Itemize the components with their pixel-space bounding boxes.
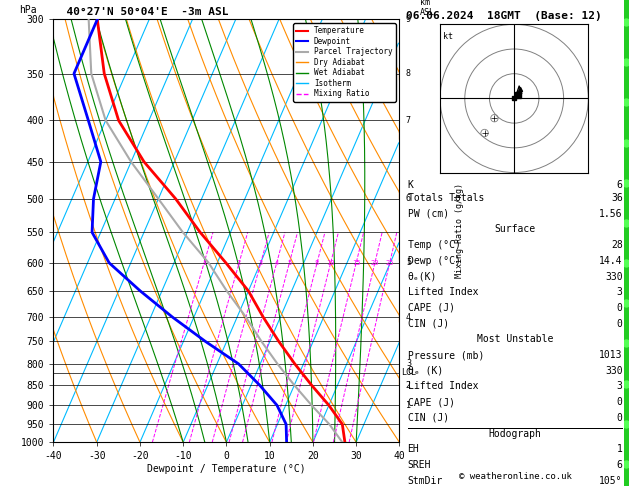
Text: 10: 10 (326, 260, 335, 266)
Text: 40°27'N 50°04'E  -3m ASL: 40°27'N 50°04'E -3m ASL (53, 7, 229, 17)
Text: PW (cm): PW (cm) (408, 209, 448, 219)
Text: 2: 2 (237, 260, 241, 266)
Text: Hodograph: Hodograph (489, 429, 542, 438)
Text: hPa: hPa (19, 5, 36, 15)
Text: 2: 2 (406, 381, 411, 390)
Text: 25: 25 (386, 260, 394, 266)
Text: 1: 1 (202, 260, 206, 266)
Text: 5: 5 (287, 260, 291, 266)
Text: 15: 15 (352, 260, 360, 266)
Text: 06.06.2024  18GMT  (Base: 12): 06.06.2024 18GMT (Base: 12) (406, 11, 601, 21)
Text: Most Unstable: Most Unstable (477, 334, 554, 345)
Text: θₑ (K): θₑ (K) (408, 366, 443, 376)
Text: Pressure (mb): Pressure (mb) (408, 350, 484, 360)
Text: 6: 6 (617, 180, 623, 190)
Text: EH: EH (408, 444, 420, 454)
Text: km
ASL: km ASL (420, 0, 435, 17)
Text: SREH: SREH (408, 460, 431, 470)
Text: Totals Totals: Totals Totals (408, 193, 484, 203)
Text: 9: 9 (406, 15, 411, 24)
Text: 3: 3 (617, 382, 623, 391)
Text: 28: 28 (611, 240, 623, 250)
Text: 4: 4 (406, 312, 411, 322)
Text: Dewp (°C): Dewp (°C) (408, 256, 460, 266)
Text: CAPE (J): CAPE (J) (408, 303, 455, 313)
Text: 330: 330 (605, 272, 623, 281)
Text: 0: 0 (617, 413, 623, 423)
Text: 0: 0 (617, 319, 623, 329)
Text: 8: 8 (315, 260, 319, 266)
Text: 0: 0 (617, 303, 623, 313)
Text: 1.56: 1.56 (599, 209, 623, 219)
Text: 3: 3 (617, 287, 623, 297)
Text: CAPE (J): CAPE (J) (408, 397, 455, 407)
Text: kt: kt (443, 32, 452, 41)
Text: 8: 8 (406, 69, 411, 78)
Text: CIN (J): CIN (J) (408, 319, 448, 329)
Text: LCL: LCL (401, 368, 416, 377)
Text: Surface: Surface (494, 225, 536, 234)
Text: CIN (J): CIN (J) (408, 413, 448, 423)
Text: 1: 1 (406, 401, 411, 410)
Text: Lifted Index: Lifted Index (408, 382, 478, 391)
Text: 36: 36 (611, 193, 623, 203)
Text: 7: 7 (406, 116, 411, 125)
Text: © weatheronline.co.uk: © weatheronline.co.uk (459, 472, 572, 481)
Text: 330: 330 (605, 366, 623, 376)
X-axis label: Dewpoint / Temperature (°C): Dewpoint / Temperature (°C) (147, 464, 306, 474)
Text: 1: 1 (617, 444, 623, 454)
Text: Lifted Index: Lifted Index (408, 287, 478, 297)
Legend: Temperature, Dewpoint, Parcel Trajectory, Dry Adiabat, Wet Adiabat, Isotherm, Mi: Temperature, Dewpoint, Parcel Trajectory… (293, 23, 396, 102)
Text: 0: 0 (617, 397, 623, 407)
Text: StmDir: StmDir (408, 476, 443, 486)
Text: Mixing Ratio (g/kg): Mixing Ratio (g/kg) (455, 183, 464, 278)
Text: 1013: 1013 (599, 350, 623, 360)
Text: 14.4: 14.4 (599, 256, 623, 266)
Text: 6: 6 (406, 194, 411, 203)
Text: 5: 5 (406, 259, 411, 267)
Text: 3: 3 (259, 260, 263, 266)
Text: K: K (408, 180, 413, 190)
Text: Temp (°C): Temp (°C) (408, 240, 460, 250)
Text: 3: 3 (406, 359, 411, 368)
Text: θₑ(K): θₑ(K) (408, 272, 437, 281)
Text: 4: 4 (274, 260, 279, 266)
Text: 20: 20 (370, 260, 379, 266)
Text: 105°: 105° (599, 476, 623, 486)
Text: 6: 6 (617, 460, 623, 470)
